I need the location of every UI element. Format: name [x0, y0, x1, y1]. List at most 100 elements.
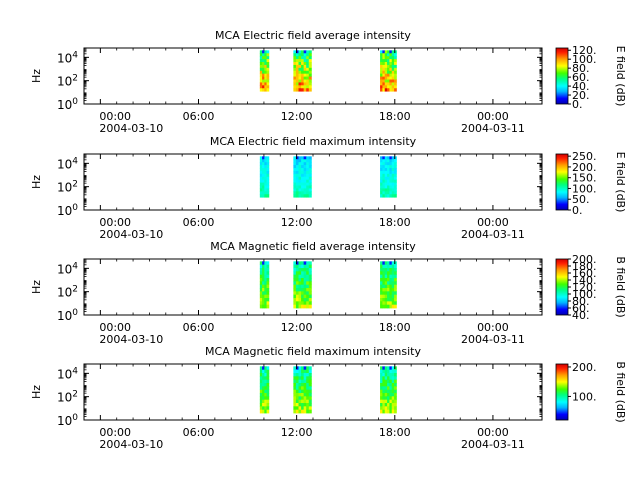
spectrogram-cell: [306, 162, 310, 166]
spectrogram-cell: [266, 156, 270, 160]
spectrogram-cell: [380, 409, 383, 414]
spectrogram-cell: [380, 156, 383, 160]
spectrogram-cell: [295, 274, 299, 279]
spectrogram-cell: [389, 294, 393, 299]
colorbar-tick-label: 0.: [572, 204, 583, 217]
spectrogram-cell: [259, 393, 263, 397]
spectrogram-cell: [308, 64, 312, 69]
spectrogram-cell: [308, 165, 312, 169]
colorbar-label: E field (dB): [614, 46, 627, 107]
spectrogram-cell: [394, 165, 397, 169]
spectrogram-cell: [301, 159, 305, 163]
spectrogram-cell: [389, 369, 393, 374]
spectrogram-cell: [394, 376, 397, 381]
spectrogram-cell: [306, 281, 310, 286]
spectrogram-cell: [303, 67, 307, 72]
spectrogram-cell: [264, 168, 267, 172]
spectrogram-cell: [306, 393, 310, 397]
spectrogram-cell: [391, 386, 395, 391]
spectrogram-cell: [391, 88, 395, 92]
spectrogram-cell: [298, 159, 302, 163]
spectrogram-cell: [259, 176, 263, 181]
spectrogram-cell: [389, 188, 393, 192]
spectrogram-cell: [298, 406, 302, 411]
spectrogram-cell: [266, 409, 270, 414]
spectrogram-cell: [384, 284, 388, 289]
x-tick-time: 18:00: [379, 321, 411, 334]
spectrogram-cell: [301, 79, 305, 83]
spectrogram-cell: [264, 403, 267, 407]
spectrogram-cell: [391, 294, 395, 299]
spectrogram-cell: [293, 261, 297, 266]
panel-title: MCA Magnetic field maximum intensity: [205, 345, 421, 358]
spectrogram-cell: [262, 162, 265, 166]
spectrogram-cell: [295, 369, 299, 374]
spectrogram-cell: [391, 76, 395, 80]
spectrogram-cell: [389, 159, 393, 163]
spectrogram-cell: [266, 278, 270, 282]
spectrogram-cell: [391, 291, 395, 296]
spectrogram-cell: [380, 396, 383, 401]
spectrogram-cell: [308, 82, 312, 86]
spectrogram-cell: [301, 383, 305, 387]
spectrogram-cell: [262, 386, 265, 391]
spectrogram-cell: [266, 369, 270, 374]
spectrogram-cell: [262, 64, 265, 69]
spectrogram-cell: [293, 82, 297, 86]
spectrogram-cell: [303, 170, 307, 175]
spectrogram-cell: [391, 264, 395, 269]
spectrogram-cell: [380, 176, 383, 181]
spectrogram-cell: [293, 278, 297, 282]
y-tick-base: 10: [57, 181, 72, 195]
spectrogram-cell: [382, 366, 386, 371]
spectrogram-segment: [293, 366, 312, 414]
spectrogram-cell: [264, 179, 267, 183]
spectrogram-cell: [394, 409, 397, 414]
spectrogram-cell: [380, 261, 383, 266]
spectrogram-cell: [389, 76, 393, 80]
spectrogram-cell: [306, 268, 310, 272]
spectrogram-cell: [293, 281, 297, 286]
colorbar-tick-label: 40.: [572, 309, 590, 322]
spectrogram-cell: [264, 50, 267, 54]
spectrogram-cell: [262, 156, 265, 160]
spectrogram-cell: [382, 369, 386, 374]
x-tick-date: 2004-03-10: [99, 228, 163, 241]
colorbar: 0.20.40.60.80.100.120. E field (dB): [555, 44, 627, 111]
spectrogram-cell: [301, 76, 305, 80]
y-tick-exponent: 2: [72, 390, 78, 400]
spectrogram-cell: [382, 304, 386, 309]
spectrogram-cell: [394, 162, 397, 166]
spectrogram-cell: [384, 389, 388, 394]
spectrogram-cell: [262, 271, 265, 276]
spectrogram-cell: [308, 274, 312, 279]
spectrogram-cell: [303, 173, 307, 178]
spectrogram-cell: [262, 281, 265, 286]
spectrogram-cell: [306, 403, 310, 407]
spectrogram-cell: [387, 168, 390, 172]
spectrogram-cell: [391, 409, 395, 414]
spectrogram-cell: [298, 176, 302, 181]
y-tick-exponent: 4: [72, 366, 78, 376]
spectrogram-cell: [380, 284, 383, 289]
spectrogram-cell: [295, 389, 299, 394]
spectrogram-cell: [308, 379, 312, 384]
spectrogram-cell: [266, 79, 270, 83]
spectrogram-cell: [293, 53, 297, 57]
spectrogram-cell: [293, 301, 297, 306]
spectrogram-cell: [259, 170, 263, 175]
colorbar-tick-label: 60.: [572, 71, 590, 84]
spectrogram-cell: [389, 261, 393, 266]
spectrogram-cell: [301, 396, 305, 401]
spectrogram-cell: [264, 53, 267, 57]
spectrogram-cell: [394, 278, 397, 282]
spectrogram-cell: [384, 261, 388, 266]
spectrogram-cell: [308, 386, 312, 391]
spectrogram-cell: [306, 301, 310, 306]
spectrogram-cell: [262, 294, 265, 299]
spectrogram-cell: [380, 403, 383, 407]
spectrogram-cell: [380, 188, 383, 192]
spectrogram-cell: [382, 403, 386, 407]
spectrogram-cell: [380, 294, 383, 299]
